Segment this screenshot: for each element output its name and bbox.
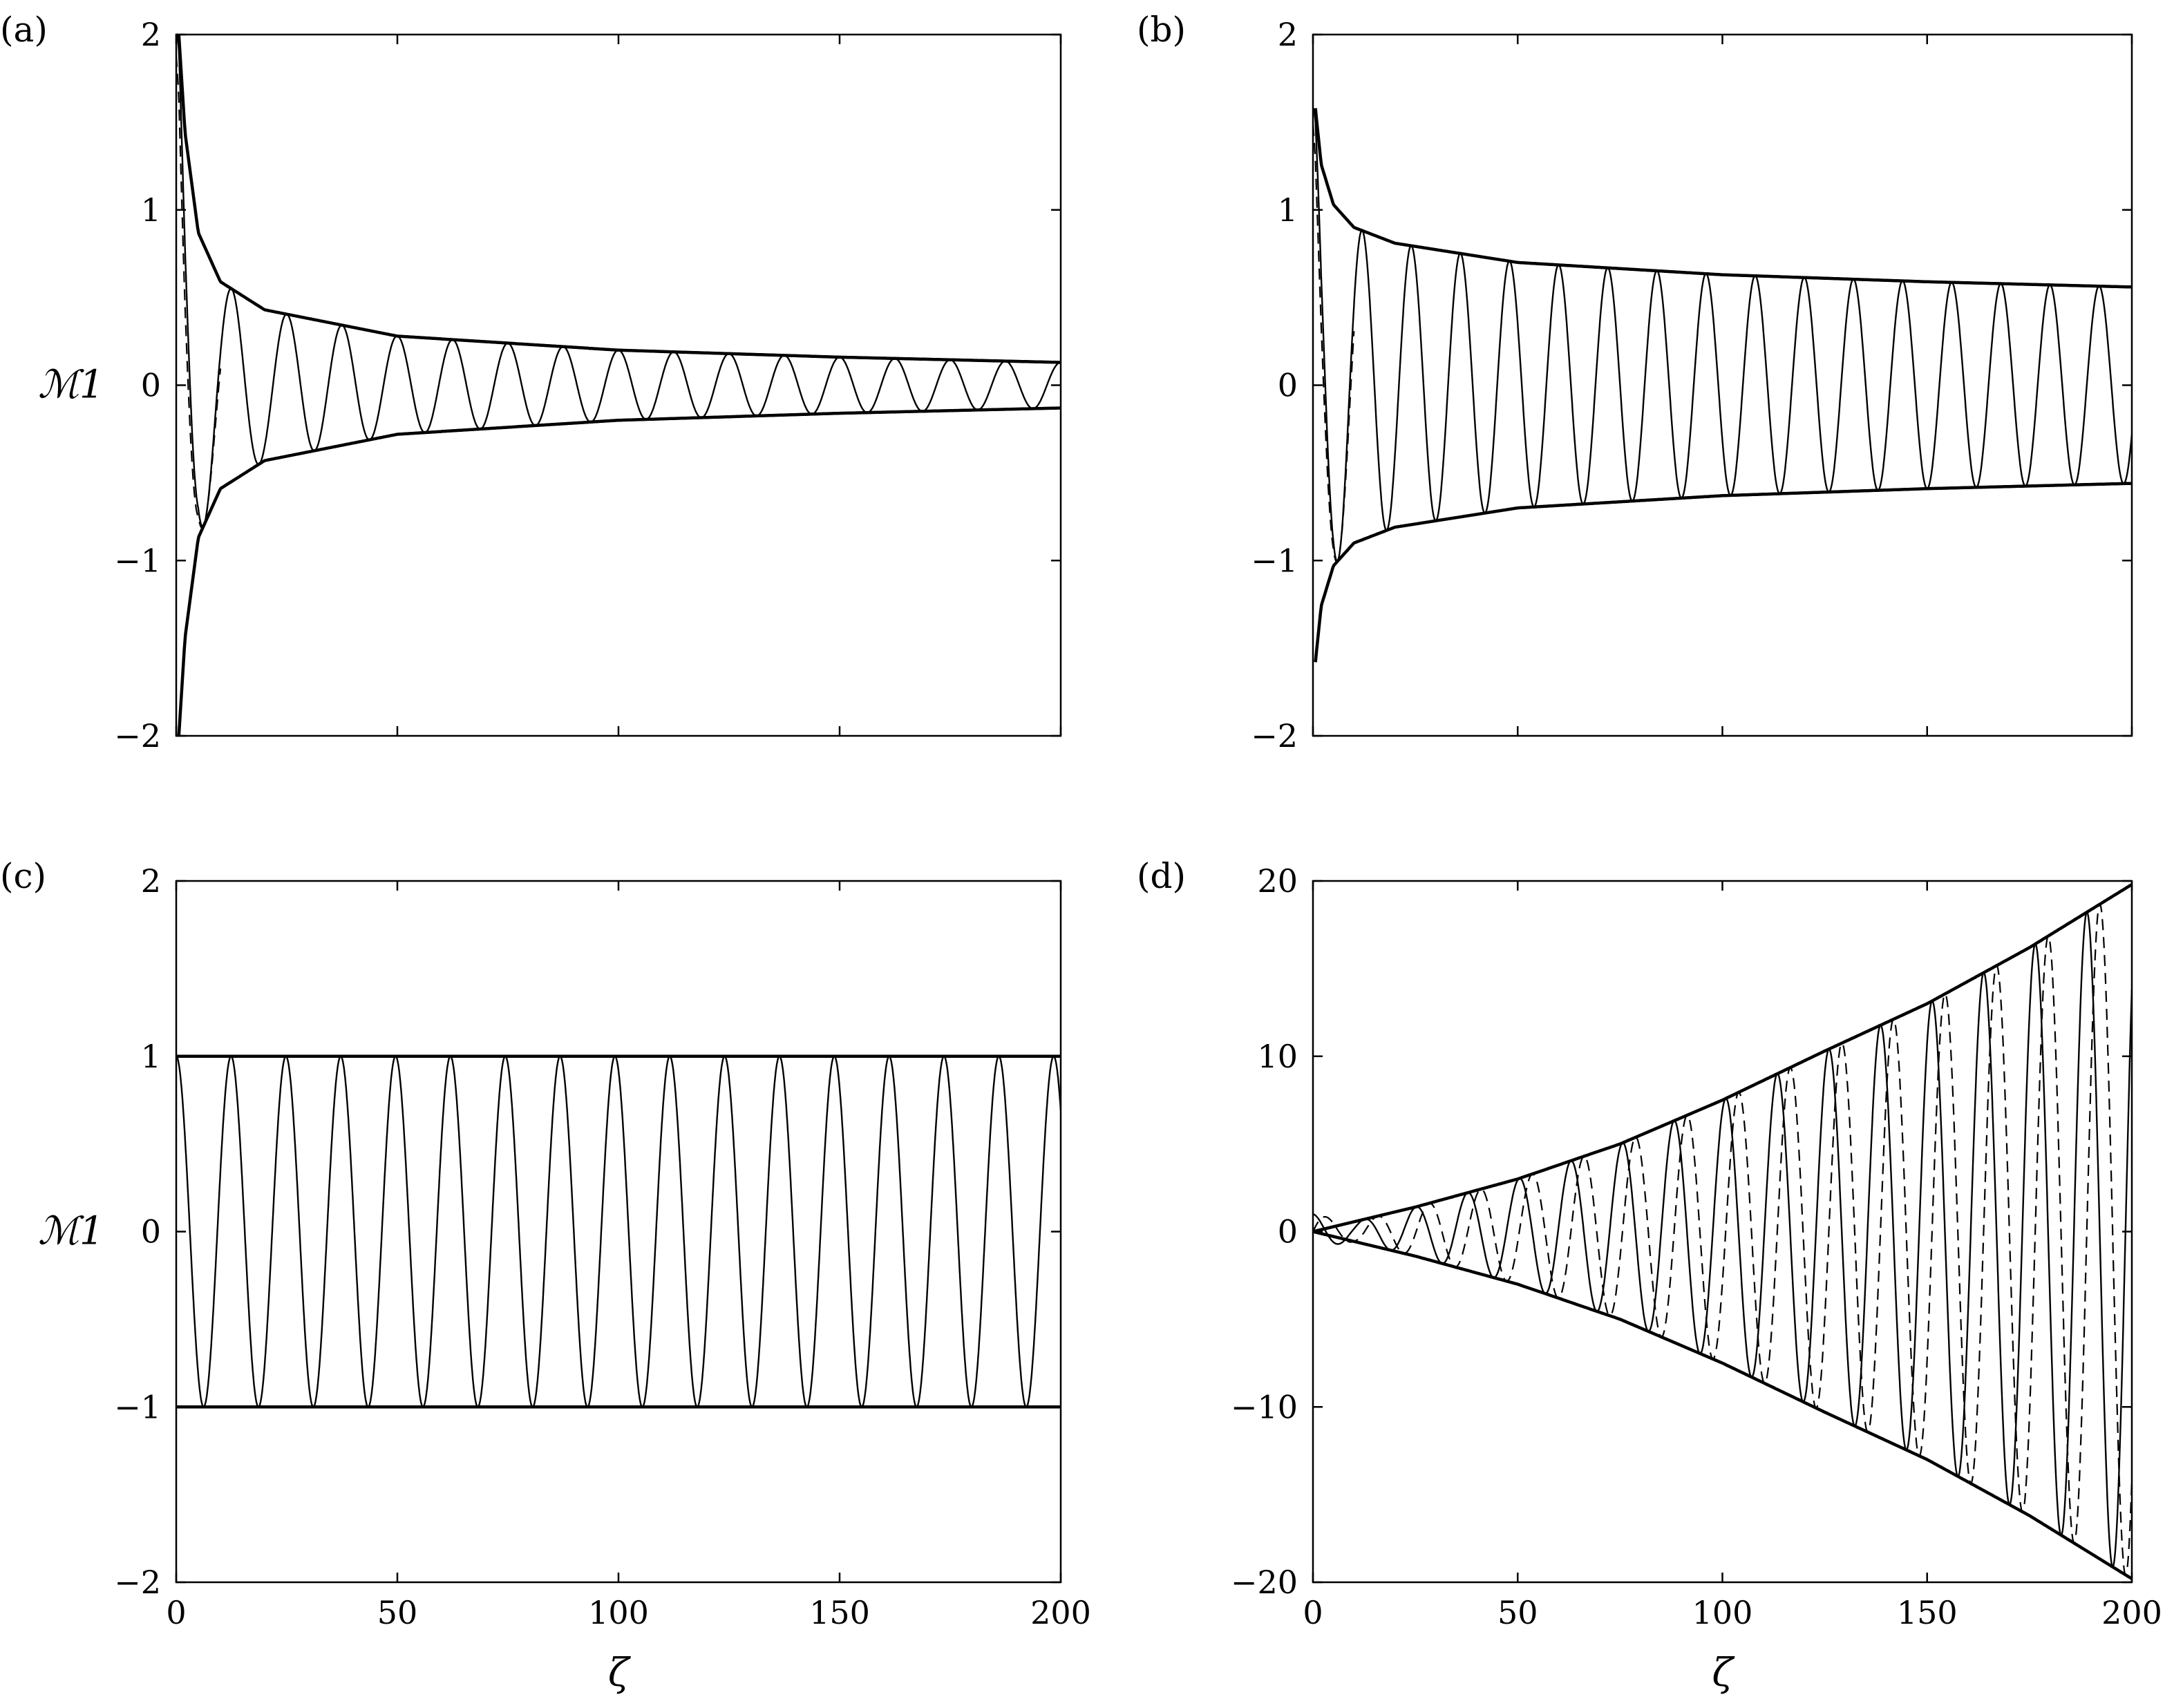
- x-tick-label: 0: [166, 1594, 186, 1631]
- x-tick-label: 150: [809, 1594, 870, 1631]
- y-axis-label: ℳ1: [38, 363, 104, 408]
- y-tick-label: −2: [114, 717, 161, 755]
- y-tick-label: −1: [114, 542, 161, 579]
- y-tick-label: 10: [1257, 1038, 1298, 1075]
- panel-label: (d): [1137, 856, 1186, 896]
- panel-label: (c): [0, 856, 46, 896]
- envelope-upper: [177, 35, 1060, 364]
- oscillation-dashed: [1313, 903, 2132, 1576]
- x-tick-label: 0: [1303, 1594, 1323, 1631]
- panel-a: −2 −1 0 1 2 (a) ℳ1: [0, 10, 1062, 755]
- x-tick-label: 50: [1497, 1594, 1538, 1631]
- y-tick-label: −1: [114, 1388, 161, 1425]
- x-axis-label: ζ: [1712, 1651, 1735, 1696]
- y-tick-label: −10: [1231, 1388, 1298, 1425]
- y-tick-label: 0: [1278, 367, 1298, 404]
- envelope-lower: [177, 406, 1060, 736]
- plot-area: [1313, 883, 2132, 1580]
- y-tick-label: 1: [141, 191, 161, 229]
- y-tick-label: −2: [1251, 717, 1298, 755]
- plot-frame: [175, 880, 1062, 1584]
- y-tick-label: 20: [1257, 862, 1298, 900]
- plot-frame: [175, 33, 1062, 737]
- x-axis-label: ζ: [608, 1651, 632, 1696]
- oscillation-solid: [176, 35, 1061, 528]
- envelope-upper: [1314, 108, 2132, 289]
- plot-area: [176, 35, 1061, 736]
- plot-frame: [1312, 33, 2133, 737]
- oscillation-solid: [176, 1055, 1061, 1408]
- y-tick-label: −1: [1251, 542, 1298, 579]
- y-axis-label: ℳ1: [38, 1209, 104, 1254]
- x-tick-label: 200: [1030, 1594, 1091, 1631]
- panel-label: (b): [1137, 10, 1186, 50]
- plot-frame: [1312, 880, 2133, 1584]
- x-tick-label: 150: [1897, 1594, 1958, 1631]
- y-tick-label: −20: [1231, 1564, 1298, 1601]
- plot-area: [176, 1054, 1061, 1409]
- panel-b: −2 −1 0 1 2 (b): [1137, 10, 2133, 755]
- y-tick-label: 0: [141, 1213, 161, 1251]
- envelope-upper: [1313, 883, 2132, 1233]
- oscillation-dashed: [176, 55, 222, 529]
- x-tick-label: 50: [377, 1594, 418, 1631]
- y-tick-label: 2: [141, 862, 161, 900]
- x-tick-label: 100: [588, 1594, 649, 1631]
- x-tick-label: 200: [2101, 1594, 2162, 1631]
- oscillation-dashed: [1313, 124, 1355, 563]
- panel-c: −2 −1 0 1 2 0 50 100 150 200 (c) ℳ1 ζ: [0, 856, 1091, 1696]
- x-tick-label: 100: [1692, 1594, 1753, 1631]
- y-tick-label: 1: [141, 1038, 161, 1075]
- panel-label: (a): [0, 10, 48, 50]
- y-tick-label: −2: [114, 1564, 161, 1601]
- y-tick-label: 0: [141, 367, 161, 404]
- envelope-lower: [1314, 482, 2132, 663]
- oscillation-solid: [1313, 911, 2132, 1568]
- plot-area: [1313, 107, 2132, 663]
- envelope-lower: [1313, 1230, 2132, 1580]
- y-tick-label: 2: [1278, 16, 1298, 53]
- y-tick-label: 2: [141, 16, 161, 53]
- y-tick-label: 1: [1278, 191, 1298, 229]
- oscillation-solid: [1313, 107, 2132, 563]
- y-tick-label: 0: [1278, 1213, 1298, 1251]
